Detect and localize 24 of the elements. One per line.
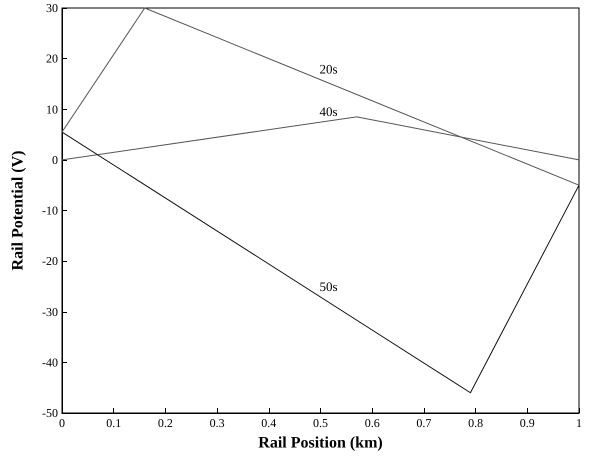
series-label: 40s	[319, 104, 338, 120]
x-axis-title: Rail Position (km)	[258, 434, 383, 452]
series-label: 20s	[319, 62, 338, 77]
x-tick-label: 0.9	[520, 416, 535, 430]
y-tick-label: -30	[42, 304, 58, 319]
y-tick-label: -20	[42, 254, 58, 268]
y-tick-label: 30	[46, 1, 58, 15]
y-tick-label: -50	[42, 406, 58, 420]
series-label: 50s	[319, 279, 338, 294]
x-tick-label: 0.1	[106, 416, 122, 430]
y-tick-label: 10	[46, 102, 58, 116]
x-tick-label: 0.4	[261, 416, 276, 430]
x-tick-label: 0.7	[416, 416, 432, 430]
y-axis-title: Rail Potential (V)	[10, 150, 26, 270]
x-tick-label: 0.6	[364, 416, 380, 430]
y-tick-label: -40	[42, 355, 58, 370]
x-tick-label: 1	[576, 416, 582, 430]
y-tick-label: 20	[46, 52, 58, 66]
x-tick-label: 0.5	[313, 416, 328, 430]
y-tick-label: 0	[52, 152, 58, 167]
x-tick-label: 0.2	[158, 416, 173, 430]
x-tick-label: 0.3	[210, 416, 225, 430]
y-tick-label: -10	[42, 204, 58, 218]
x-tick-label: 0.8	[468, 416, 484, 430]
